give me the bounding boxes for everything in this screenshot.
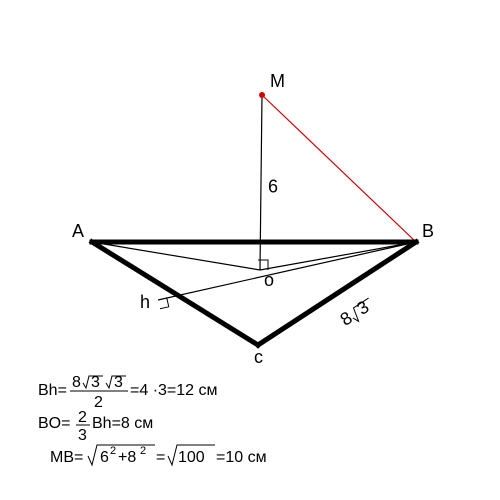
eq-bo-num: 2	[78, 409, 87, 426]
eq-mb-mid: =	[156, 449, 165, 466]
eq-bo-rhs: Bh=8 см	[92, 415, 153, 432]
eq-mb-100: 100	[178, 449, 205, 466]
edge-AC	[92, 242, 258, 345]
point-M	[259, 92, 265, 98]
eq-bh-den: 2	[94, 394, 103, 411]
eq-mb-6: 6	[100, 449, 109, 466]
label-C: с	[254, 347, 263, 367]
line-MB	[262, 95, 416, 242]
eq-mb-8sq: 2	[140, 445, 146, 457]
eq-mb-rhs: =10 см	[216, 449, 267, 466]
label-O: о	[264, 270, 274, 290]
eq-mb-6sq: 2	[110, 445, 116, 457]
label-CB-len: 83	[337, 294, 377, 330]
label-A: А	[72, 221, 84, 241]
edge-CB	[258, 242, 416, 345]
label-B: В	[422, 221, 434, 241]
label-h: h	[140, 292, 150, 312]
line-BH	[158, 242, 416, 300]
eq-bo-lhs: BO=	[38, 415, 70, 432]
label-MO-len: 6	[268, 177, 278, 197]
eq-bh-rhs: =4 ·3=12 см	[130, 382, 218, 399]
eq-mb-lhs: MB=	[50, 449, 83, 466]
eq-bh-lhs: Bh=	[38, 382, 67, 399]
eq-bh-num-3a: 3	[91, 374, 100, 391]
eq-bh-num-3b: 3	[114, 374, 123, 391]
eq-mb-8: +8	[118, 449, 136, 466]
eq-bh-num-8: 8	[72, 374, 81, 391]
label-M: М	[270, 71, 285, 91]
svg-text:8: 8	[337, 308, 356, 330]
eq-bo-den: 3	[78, 427, 87, 444]
